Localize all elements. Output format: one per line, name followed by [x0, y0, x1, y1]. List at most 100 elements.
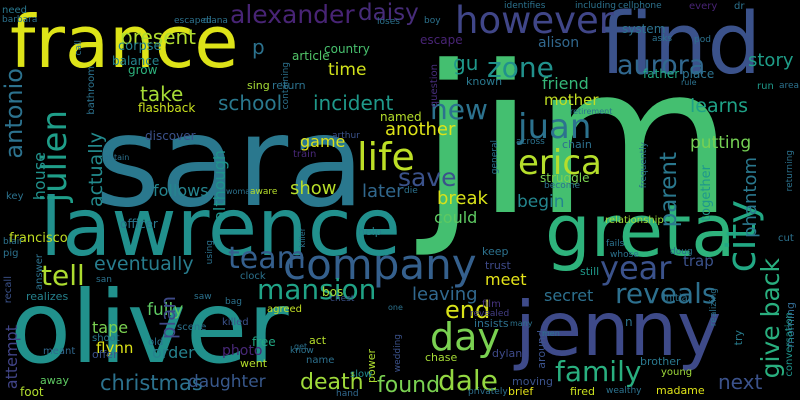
word-diana: diana: [203, 16, 228, 26]
word-tape: tape: [92, 318, 129, 337]
word-jenny: jenny: [515, 285, 722, 373]
word-francisco: francisco: [9, 231, 68, 246]
word-killed: killed: [222, 317, 249, 328]
word-went: went: [240, 357, 268, 370]
word-p: p: [252, 35, 265, 59]
word-general: general: [490, 140, 500, 175]
word-revealed: revealed: [470, 309, 510, 319]
word-grow: grow: [128, 63, 158, 77]
word-known: known: [466, 75, 503, 88]
word-leaving: leaving: [412, 284, 478, 305]
word-initial: initial: [663, 293, 691, 304]
word-men: men: [542, 329, 560, 338]
word-cut: cut: [778, 233, 794, 244]
word-asks: asks: [652, 34, 673, 44]
word-story: story: [748, 50, 794, 71]
word-bos: bos: [322, 285, 344, 299]
word-barbara: barbara: [2, 15, 38, 25]
word-house: house: [30, 152, 49, 201]
word-n: n: [625, 315, 633, 329]
word-together: together: [699, 165, 714, 221]
word-brother: brother: [640, 355, 681, 368]
word-daughter: daughter: [188, 372, 266, 392]
word-answer: answer: [34, 254, 45, 291]
word-officer: officer: [120, 217, 158, 231]
word-day: day: [430, 315, 500, 359]
word-life: life: [357, 135, 415, 179]
word-france: france: [10, 0, 239, 84]
word-insists: insists: [474, 317, 509, 330]
word-scene: scene: [177, 322, 207, 333]
word-many: many: [510, 319, 533, 328]
word-struggle: struggle: [540, 171, 590, 185]
word-next: next: [718, 370, 763, 394]
word-escape: escape: [420, 33, 463, 47]
word-company: company: [283, 240, 477, 289]
word-fails: fails: [606, 239, 625, 249]
word-greta: greta: [545, 189, 736, 273]
word-oliver: oliver: [10, 269, 289, 386]
word-killer: killer: [298, 228, 307, 248]
word-learns: learns: [690, 95, 749, 117]
word-follows: follows: [153, 181, 209, 200]
word-dale: dale: [438, 364, 498, 397]
word-bag: bag: [225, 297, 242, 307]
word-take: take: [140, 82, 184, 106]
word-sara: sara: [95, 90, 365, 235]
word-friend: friend: [542, 74, 589, 93]
word-year: year: [600, 249, 672, 287]
word-although: although: [210, 150, 229, 221]
word-could: could: [434, 208, 478, 227]
word-doug: doug: [670, 247, 693, 257]
word-know: know: [290, 346, 314, 356]
word-whose: whose: [610, 250, 639, 260]
word-country: country: [324, 42, 370, 56]
word-gu: gu: [453, 51, 479, 75]
word-order: order: [152, 343, 195, 362]
word-sing: sing: [247, 79, 270, 92]
word-train: train: [293, 149, 317, 160]
word-break: break: [437, 188, 488, 209]
word-using: using: [205, 240, 215, 265]
word-recall: recall: [3, 276, 14, 304]
word-however: however: [455, 0, 614, 42]
word-lawrence: lawrence: [40, 181, 401, 274]
word-alexander: alexander: [230, 0, 355, 29]
word-san: san: [96, 275, 112, 285]
word-slow: slow: [350, 369, 373, 380]
word-keep: keep: [482, 245, 509, 258]
word-saw: saw: [194, 292, 212, 302]
word-place: place: [682, 67, 715, 81]
word-woman: woman: [226, 187, 256, 196]
word-hand: hand: [336, 389, 359, 399]
word-flashback: flashback: [138, 101, 196, 115]
word-young: young: [661, 367, 693, 378]
word-need: need: [2, 5, 27, 16]
word-try: try: [732, 330, 745, 346]
word-putting: putting: [690, 133, 752, 153]
word-containing: containing: [281, 62, 291, 110]
word-pod: pod: [694, 35, 711, 45]
word-aware: aware: [250, 187, 278, 197]
word-dr: dr: [734, 1, 745, 12]
word-game: game: [300, 132, 346, 151]
word-secret: secret: [544, 286, 594, 305]
word-relationship: relationship: [605, 215, 664, 226]
word-dylan: dylan: [492, 347, 523, 360]
word-juan: juan: [518, 107, 592, 147]
word-trap: trap: [683, 252, 714, 270]
word-wedding: wedding: [393, 334, 403, 373]
word-still: still: [580, 265, 600, 278]
word-fully: fully: [147, 300, 184, 320]
word-aurora: aurora: [617, 50, 706, 81]
word-boy: boy: [424, 16, 441, 26]
word-frequently: frequently: [639, 142, 649, 189]
word-mother: mother: [544, 91, 599, 109]
word-obtain: obtain: [104, 153, 130, 162]
word-area: area: [779, 81, 800, 91]
word-die: die: [404, 186, 418, 196]
word-call: call: [74, 40, 84, 56]
word-family: family: [555, 355, 642, 388]
word-identifies: identifies: [504, 1, 546, 11]
word-time: time: [328, 60, 367, 80]
